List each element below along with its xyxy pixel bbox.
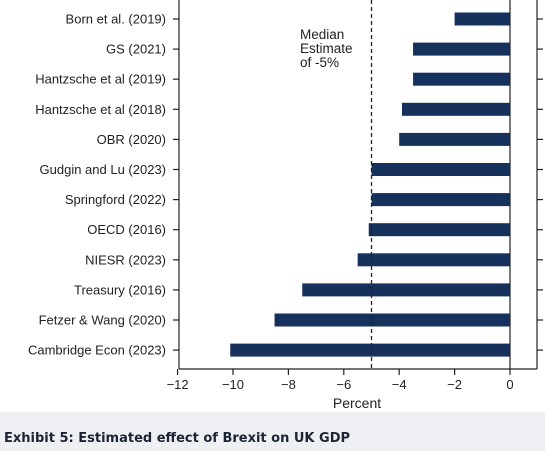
x-tick-label: −10: [222, 377, 244, 392]
x-axis-title: Percent: [333, 395, 381, 411]
bar: [413, 42, 510, 56]
bar: [399, 132, 510, 146]
category-label: OECD (2016): [87, 222, 166, 237]
median-annotation-line: of -5%: [300, 55, 339, 70]
bar: [302, 283, 510, 297]
bar: [230, 343, 511, 357]
bar: [401, 102, 510, 116]
x-tick-label: −2: [447, 377, 462, 392]
x-tick-label: −8: [281, 377, 296, 392]
bars-layer: [230, 12, 511, 357]
bar: [454, 12, 510, 26]
category-label: Gudgin and Lu (2023): [40, 162, 166, 177]
median-annotation-line: Median: [300, 27, 344, 42]
category-label: NIESR (2023): [85, 252, 166, 267]
axes-layer: [173, 0, 543, 375]
category-label: Hantzsche et al (2018): [35, 102, 166, 117]
bar: [371, 193, 510, 207]
bar: [274, 313, 510, 327]
figure-caption: Exhibit 5: Estimated effect of Brexit on…: [4, 431, 351, 446]
category-label: Hantzsche et al (2019): [35, 72, 166, 87]
bar: [371, 163, 510, 176]
category-label: Fetzer & Wang (2020): [39, 313, 166, 328]
caption-band: Exhibit 5: Estimated effect of Brexit on…: [0, 412, 545, 451]
bar: [357, 253, 510, 267]
bar: [413, 72, 510, 86]
x-tick-label: 0: [506, 377, 513, 392]
median-annotation-line: Estimate: [300, 41, 353, 56]
chart-area: Born et al. (2019) GS (2021) Hantzsche et …: [27, 0, 543, 411]
x-tick-label: −4: [392, 377, 407, 392]
category-label: Born et al. (2019): [66, 12, 166, 27]
category-label: Treasury (2016): [74, 282, 166, 297]
category-label: OBR (2020): [97, 132, 166, 147]
category-label: Cambridge Econ (2023): [28, 343, 166, 358]
bar: [368, 223, 510, 237]
category-label: GS (2021): [106, 42, 166, 57]
category-label: Springford (2022): [65, 192, 166, 207]
labels-layer: Born et al. (2019) GS (2021) Hantzsche et …: [28, 12, 514, 393]
bar-chart: Born et al. (2019) GS (2021) Hantzsche et …: [28, 0, 543, 411]
x-tick-label: −6: [336, 377, 351, 392]
x-tick-label: −12: [167, 377, 189, 392]
